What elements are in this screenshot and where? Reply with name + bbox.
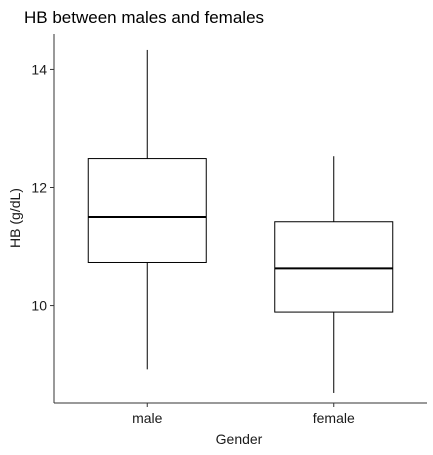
iqr-box (274, 221, 394, 313)
iqr-box (87, 158, 207, 263)
y-tick-label: 14 (31, 61, 47, 77)
box-group (87, 49, 394, 393)
y-axis-title: HB (g/dL) (7, 188, 23, 248)
y-axis-ticks: 10 12 14 (31, 61, 54, 314)
x-axis-title: Gender (216, 431, 263, 447)
y-tick-label: 10 (31, 298, 47, 314)
chart-title: HB between males and females (24, 8, 264, 27)
box-female (274, 156, 394, 393)
x-tick-label: male (132, 410, 163, 426)
box-male (87, 49, 207, 370)
x-axis-ticks: male female (132, 403, 355, 426)
y-tick-label: 12 (31, 180, 47, 196)
x-tick-label: female (313, 410, 355, 426)
